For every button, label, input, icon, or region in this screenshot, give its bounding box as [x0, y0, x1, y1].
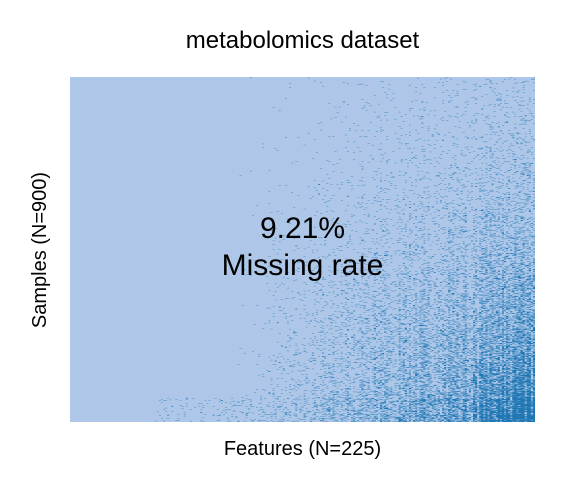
chart-title: metabolomics dataset — [185, 27, 420, 54]
missingness-heatmap — [70, 77, 535, 422]
y-axis-label: Samples (N=900) — [29, 171, 51, 329]
missing-cells — [154, 77, 535, 422]
missing-rate-value: 9.21% — [259, 212, 346, 245]
missing-rate-annotation: 9.21% Missing rate — [70, 210, 535, 284]
heatmap-plot-area — [70, 77, 535, 422]
missing-value-cells — [154, 77, 535, 422]
missing-rate-label: Missing rate — [221, 249, 384, 282]
x-axis-label: Features (N=225) — [223, 438, 382, 460]
